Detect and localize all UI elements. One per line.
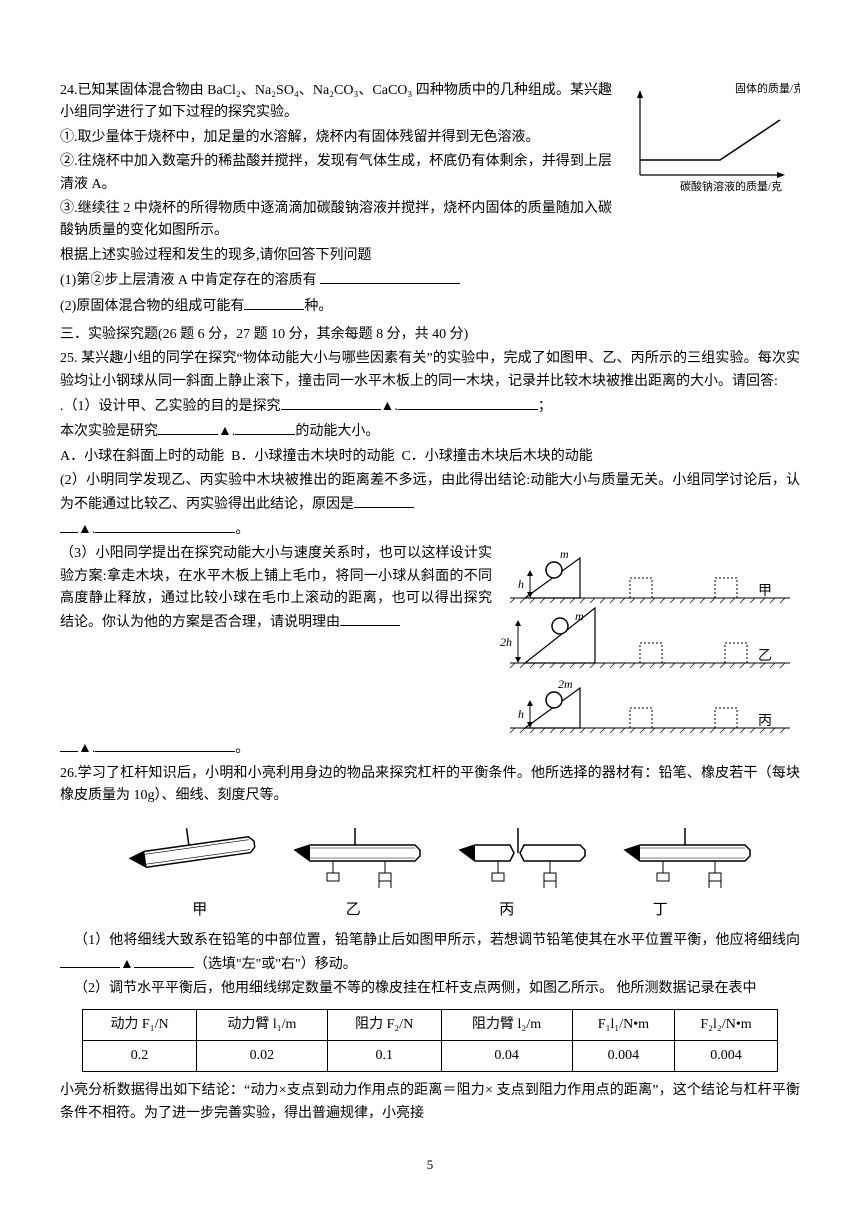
q25-stem: 25. 某兴趣小组的同学在探究“物体动能大小与哪些因素有关”的实验中，完成了如图… [60,348,800,393]
q25-sub1: .（1）设计甲、乙实验的目的是探究▲.； [60,395,800,418]
svg-text:2h: 2h [500,635,512,649]
q25-sub2-blank: ▲.。 [60,518,800,541]
q25-diagrams: m h 甲 m 2h [500,543,800,733]
q25-line2: 本次实验是研究▲.的动能大小。 [60,420,800,443]
q26-conclusion: 小亮分析数据得出如下结论：“动力×支点到动力作用点的距离＝阻力× 支点到阻力作用… [60,1080,800,1125]
q24-sub2: (2)原固体混合物的组成可能有种。 [60,295,800,318]
q26-sub1: （1）他将细线大致系在铅笔的中部位置，铅笔静止后如图甲所示，若想调节铅笔使其在水… [60,930,800,976]
svg-text:m: m [560,547,569,561]
svg-text:h: h [518,707,524,721]
svg-text:乙: 乙 [758,648,772,664]
q24-chart: 固体的质量/克 碳酸钠溶液的质量/克 [620,80,800,200]
q25-sub2: (2）小明同学发现乙、丙实验中木块被推出的距离差不多远，由此得出结论:动能大小与… [60,470,800,516]
q26-stem: 26.学习了杠杆知识后，小明和小亮利用身边的物品来探究杠杆的平衡条件。他所选择的… [60,763,800,808]
q25-options: A．小球在斜面上时的动能 B．小球撞击木块时的动能 C．小球撞击木块后木块的动能 [60,446,800,468]
svg-text:甲: 甲 [758,584,772,599]
q24-step3: ③.继续往 2 中烧杯的所得物质中逐滴滴加碳酸钠溶液并搅拌，烧杯内固体的质量随加… [60,198,800,243]
svg-text:m: m [575,609,584,623]
q26-pencil-labels: 甲 乙 丙 丁 [60,898,800,922]
section3-title: 三．实验探究题(26 题 6 分，27 题 10 分，其余每题 8 分，共 40… [60,324,800,346]
q25-sub3-blank: ▲.。 [60,737,800,760]
q26-table: 动力 F₁/N 动力臂 l₁/m 阻力 F₂/N 阻力臂 l₂/m F₁l₁/N… [82,1009,778,1073]
q26-pencil-diagrams [60,818,800,896]
page-number: 5 [60,1155,800,1176]
svg-text:2m: 2m [558,677,573,691]
q24-follow: 根据上述实验过程和发生的现多,请你回答下列问题 [60,245,800,267]
chart-ylabel: 固体的质量/克 [735,81,800,95]
chart-xlabel: 碳酸钠溶液的质量/克 [680,179,782,193]
q26-sub2: （2）调节水平平衡后，他用细线绑定数量不等的橡皮挂在杠杆支点两侧，如图乙所示。 … [60,978,800,1000]
svg-text:h: h [518,577,524,591]
svg-text:丙: 丙 [758,714,772,729]
q24-sub1: (1)第②步上层清液 A 中肯定存在的溶质有 [60,269,800,292]
